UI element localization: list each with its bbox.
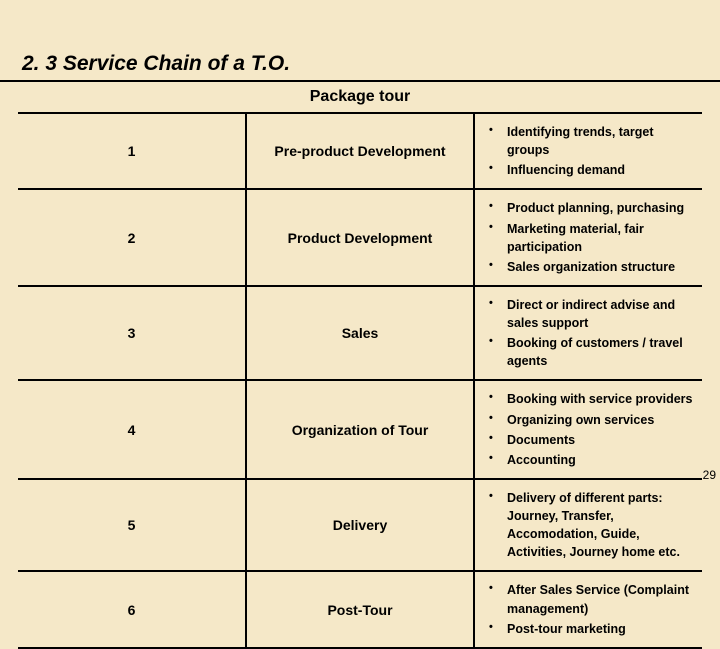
bullet-item: Booking of customers / travel agents — [485, 333, 696, 371]
row-number: 6 — [18, 571, 246, 647]
bullet-item: Product planning, purchasing — [485, 198, 696, 218]
bullet-item: Organizing own services — [485, 410, 696, 430]
section-heading: 2. 3 Service Chain of a T.O. — [0, 0, 720, 82]
row-stage-name: Sales — [246, 286, 474, 381]
slide-number: 29 — [703, 468, 716, 482]
table-row: 2Product DevelopmentProduct planning, pu… — [18, 189, 702, 286]
table-row: 3Sales Direct or indirect advise and sale… — [18, 286, 702, 381]
bullet-item: Direct or indirect advise and sales supp… — [485, 295, 696, 333]
row-details: Product planning, purchasingMarketing ma… — [474, 189, 702, 286]
row-details: After Sales Service (Complaint managemen… — [474, 571, 702, 647]
bullet-item: Documents — [485, 430, 696, 450]
row-stage-name: Delivery — [246, 479, 474, 572]
row-number: 1 — [18, 113, 246, 189]
table-row: 1Pre-product DevelopmentIdentifying tren… — [18, 113, 702, 189]
table-header: Package tour — [18, 82, 702, 113]
row-details: Delivery of different parts: Journey, Tr… — [474, 479, 702, 572]
service-chain-table: Package tour 1Pre-product DevelopmentIde… — [18, 82, 702, 649]
row-stage-name: Post-Tour — [246, 571, 474, 647]
row-number: 4 — [18, 380, 246, 479]
row-stage-name: Product Development — [246, 189, 474, 286]
row-number: 5 — [18, 479, 246, 572]
bullet-item: Sales organization structure — [485, 257, 696, 277]
row-number: 3 — [18, 286, 246, 381]
row-number: 2 — [18, 189, 246, 286]
bullet-item: After Sales Service (Complaint managemen… — [485, 580, 696, 618]
table-row: 6Post-Tour After Sales Service (Complaint… — [18, 571, 702, 647]
row-stage-name: Pre-product Development — [246, 113, 474, 189]
bullet-item: Delivery of different parts: Journey, Tr… — [485, 488, 696, 563]
row-details: Direct or indirect advise and sales supp… — [474, 286, 702, 381]
row-details: Booking with service providersOrganizing… — [474, 380, 702, 479]
bullet-item: Accounting — [485, 450, 696, 470]
row-stage-name: Organization of Tour — [246, 380, 474, 479]
bullet-item: Marketing material, fair participation — [485, 219, 696, 257]
bullet-item: Post-tour marketing — [485, 619, 696, 639]
row-details: Identifying trends, target groupsInfluen… — [474, 113, 702, 189]
bullet-item: Influencing demand — [485, 160, 696, 180]
bullet-item: Booking with service providers — [485, 389, 696, 409]
bullet-item: Identifying trends, target groups — [485, 122, 696, 160]
table-row: 4Organization of TourBooking with servic… — [18, 380, 702, 479]
table-row: 5DeliveryDelivery of different parts: Jo… — [18, 479, 702, 572]
service-chain-table-wrap: Package tour 1Pre-product DevelopmentIde… — [18, 82, 702, 649]
